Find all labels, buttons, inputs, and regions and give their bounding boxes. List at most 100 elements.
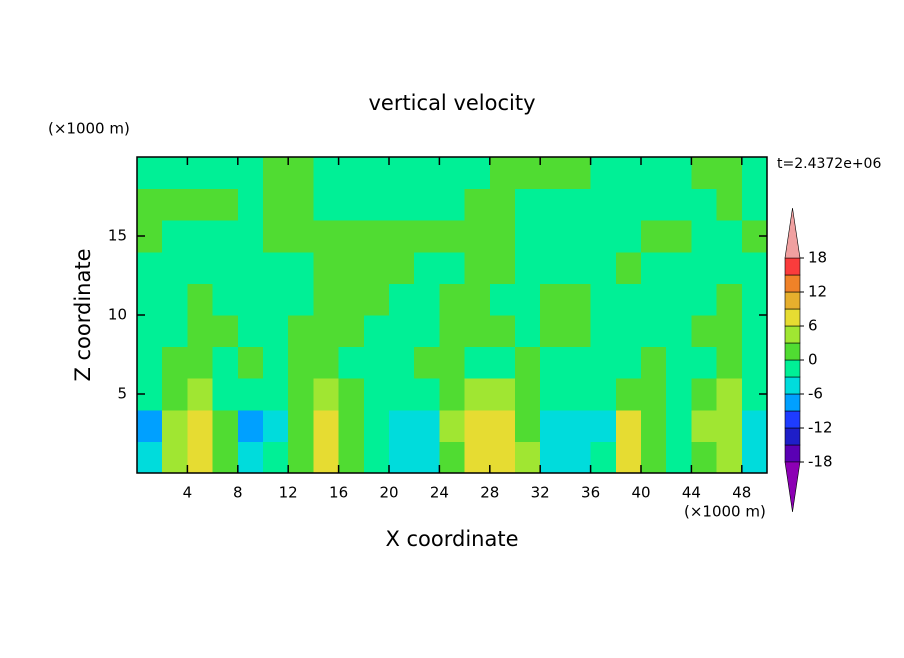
contour-cell: [641, 378, 667, 411]
contour-cell: [439, 188, 466, 221]
contour-cell: [489, 220, 516, 253]
contour-cell: [641, 346, 667, 379]
contour-cell: [288, 220, 314, 253]
contour-cell: [691, 283, 718, 316]
contour-cell: [540, 315, 566, 348]
contour-cell: [338, 378, 365, 411]
contour-field: [137, 157, 768, 474]
contour-cell: [716, 283, 743, 316]
contour-cell: [288, 188, 314, 221]
contour-cell: [313, 315, 340, 348]
contour-cell: [489, 409, 516, 442]
contour-cell: [716, 220, 743, 253]
contour-cell: [615, 283, 642, 316]
contour-cell: [439, 315, 466, 348]
contour-cell: [313, 409, 340, 442]
x-tick-label: 32: [531, 484, 550, 502]
contour-cell: [414, 346, 440, 379]
contour-cell: [288, 346, 314, 379]
contour-cell: [237, 188, 264, 221]
contour-cell: [338, 283, 365, 316]
contour-cell: [363, 220, 390, 253]
colorbar-tick-label: 12: [808, 283, 827, 301]
colorbar-swatch: [784, 291, 801, 310]
contour-cell: [615, 441, 642, 474]
contour-cell: [515, 315, 541, 348]
contour-cell: [515, 220, 541, 253]
contour-cell: [288, 315, 314, 348]
colorbar-tick-label: 6: [808, 317, 818, 335]
colorbar-swatch: [784, 359, 801, 378]
contour-cell: [464, 220, 491, 253]
contour-cell: [389, 220, 415, 253]
contour-cell: [288, 409, 314, 442]
x-tick-label: 48: [732, 484, 751, 502]
contour-cell: [162, 251, 188, 284]
contour-cell: [464, 157, 491, 190]
contour-cell: [590, 378, 617, 411]
contour-cell: [162, 409, 188, 442]
contour-cell: [515, 409, 541, 442]
contour-cell: [414, 441, 440, 474]
x-tick-label: 44: [682, 484, 701, 502]
contour-cell: [590, 188, 617, 221]
contour-cell: [263, 378, 289, 411]
contour-cell: [212, 409, 239, 442]
contour-cell: [414, 157, 440, 190]
contour-cell: [263, 441, 289, 474]
contour-cell: [615, 251, 642, 284]
contour-cell: [691, 315, 718, 348]
time-annotation: t=2.4372e+06: [777, 156, 881, 172]
contour-cell: [691, 346, 718, 379]
contour-cell: [313, 283, 340, 316]
contour-cell: [363, 441, 390, 474]
contour-cell: [237, 251, 264, 284]
contour-cell: [212, 346, 239, 379]
contour-cell: [691, 157, 718, 190]
contour-cell: [489, 441, 516, 474]
contour-cell: [263, 409, 289, 442]
contour-cell: [540, 283, 566, 316]
contour-cell: [414, 220, 440, 253]
contour-cell: [263, 346, 289, 379]
contour-cell: [414, 283, 440, 316]
contour-cell: [137, 251, 163, 284]
contour-cell: [615, 409, 642, 442]
contour-cell: [439, 251, 466, 284]
x-axis-label: X coordinate: [385, 527, 518, 551]
x-tick-label: 4: [183, 484, 193, 502]
contour-cell: [363, 315, 390, 348]
x-unit: (×1000 m): [684, 503, 766, 521]
contour-cell: [615, 315, 642, 348]
contour-cell: [741, 157, 768, 190]
contour-cell: [187, 441, 214, 474]
contour-cell: [162, 378, 188, 411]
contour-cell: [187, 315, 214, 348]
contour-cell: [565, 346, 592, 379]
contour-cell: [691, 409, 718, 442]
contour-cell: [187, 220, 214, 253]
contour-cell: [338, 157, 365, 190]
colorbar-swatch: [784, 257, 801, 276]
colorbar-swatch: [784, 444, 801, 463]
contour-cell: [716, 409, 743, 442]
contour-cell: [540, 409, 566, 442]
contour-cell: [741, 315, 768, 348]
contour-cell: [691, 188, 718, 221]
x-tick-label: 36: [581, 484, 600, 502]
contour-cell: [338, 441, 365, 474]
contour-cell: [288, 283, 314, 316]
contour-cell: [464, 188, 491, 221]
contour-cell: [716, 157, 743, 190]
contour-cell: [263, 220, 289, 253]
contour-cell: [666, 283, 692, 316]
contour-cell: [666, 188, 692, 221]
contour-cell: [489, 251, 516, 284]
contour-cell: [313, 188, 340, 221]
contour-cell: [590, 315, 617, 348]
contour-cell: [540, 220, 566, 253]
contour-cell: [313, 157, 340, 190]
contour-cell: [288, 378, 314, 411]
contour-cell: [515, 188, 541, 221]
y-axis-label: Z coordinate: [71, 248, 95, 381]
